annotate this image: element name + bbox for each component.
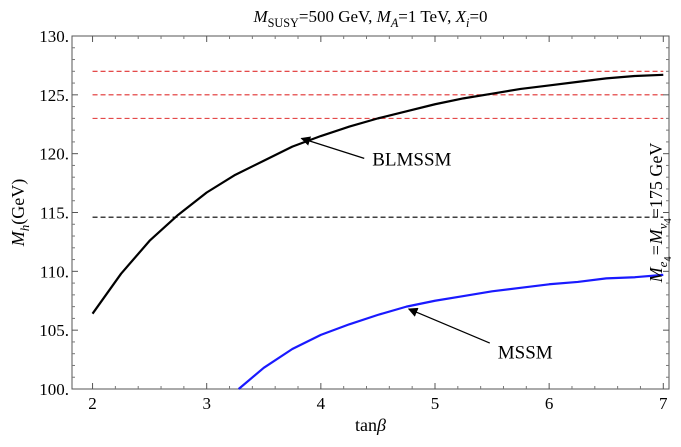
- chart-title: MSUSY=500 GeV, MA=1 TeV, Xi=0: [252, 7, 487, 30]
- chart-title-part: M: [376, 7, 392, 26]
- y-tick-label: 110.: [40, 262, 69, 281]
- x-axis-title-part: tan: [355, 415, 377, 435]
- chart-title-part: X: [455, 7, 467, 26]
- right-axis-label-part: M: [646, 266, 666, 283]
- chart-title-part: A: [390, 16, 399, 30]
- series-line-mssm: [237, 273, 664, 390]
- right-axis-label-part: =175 GeV: [646, 143, 666, 219]
- chart-title-part: =0: [469, 7, 487, 26]
- right-axis-label-part: 4: [663, 217, 674, 223]
- y-axis-title-part: h: [17, 225, 32, 231]
- series-line-blmssm: [91, 73, 664, 315]
- annotation-label-mssm: MSSM: [498, 342, 553, 363]
- x-axis-title: tanβ: [355, 415, 386, 435]
- y-axis-title-part: (GeV): [8, 179, 29, 225]
- right-axis-label-part: ν: [655, 223, 670, 229]
- x-tick-label: 2: [88, 394, 97, 413]
- x-tick-label: 3: [202, 394, 211, 413]
- x-tick-label: 5: [431, 394, 440, 413]
- right-axis-label-part: 4: [663, 256, 674, 262]
- right-axis-label-part: e: [655, 261, 670, 267]
- x-tick-label: 4: [317, 394, 326, 413]
- right-axis-label-part: M: [646, 228, 666, 245]
- chart-title-part: SUSY: [268, 16, 299, 30]
- annotation-label-blmssm: BLMSSM: [372, 149, 451, 170]
- y-tick-label: 120.: [39, 145, 69, 164]
- chart-title-part: =1 TeV,: [398, 7, 455, 26]
- chart-title-part: M: [252, 7, 268, 26]
- annotation-arrow: [407, 307, 491, 344]
- right-axis-label-part: =: [646, 244, 666, 256]
- right-axis-label: Me4=Mν4=175 GeV: [646, 143, 674, 284]
- y-tick-label: 100.: [39, 380, 69, 399]
- plot-frame: [71, 35, 670, 390]
- y-tick-label: 130.: [39, 27, 69, 46]
- annotation-arrow: [300, 136, 365, 159]
- chart-title-part: i: [466, 16, 470, 30]
- x-axis-title-part: β: [376, 415, 386, 435]
- chart-title-part: =500 GeV,: [299, 7, 377, 26]
- y-axis-title: Mh(GeV): [8, 179, 32, 247]
- y-tick-label: 125.: [39, 86, 69, 105]
- x-tick-label: 6: [545, 394, 554, 413]
- y-axis-title-part: M: [8, 230, 28, 247]
- y-tick-label: 115.: [40, 204, 69, 223]
- y-tick-label: 105.: [39, 321, 69, 340]
- x-tick-label: 7: [659, 394, 668, 413]
